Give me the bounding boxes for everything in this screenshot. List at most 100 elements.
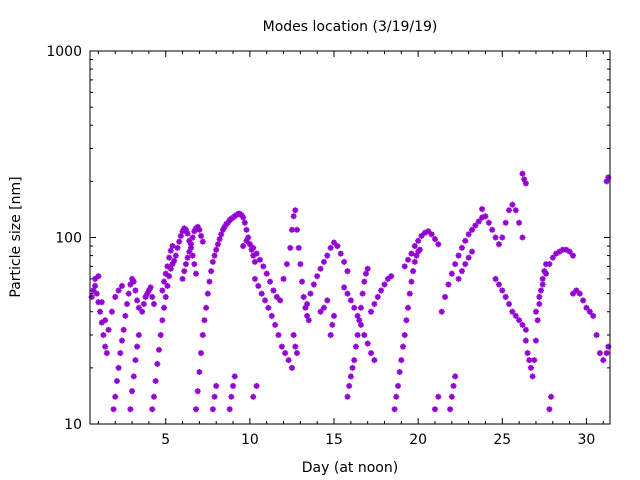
data-point xyxy=(287,244,294,251)
data-point xyxy=(231,373,238,380)
data-point xyxy=(213,382,220,389)
data-point xyxy=(425,228,432,235)
data-point xyxy=(182,261,189,268)
data-point xyxy=(208,268,215,275)
data-point xyxy=(95,273,102,280)
data-point xyxy=(293,350,300,357)
data-point xyxy=(438,308,445,315)
data-point xyxy=(145,287,152,294)
data-point xyxy=(198,350,205,357)
data-point xyxy=(600,357,607,364)
data-point xyxy=(162,293,169,300)
data-point xyxy=(590,312,597,319)
x-tick-label: 30 xyxy=(578,432,596,448)
data-point xyxy=(221,223,228,230)
data-point xyxy=(593,332,600,339)
data-point xyxy=(543,261,550,268)
data-point xyxy=(161,278,168,285)
data-point xyxy=(246,241,253,248)
data-point xyxy=(596,350,603,357)
data-point xyxy=(495,281,502,288)
data-point xyxy=(327,332,334,339)
x-tick-label: 10 xyxy=(241,432,259,448)
data-point xyxy=(204,290,211,297)
data-point xyxy=(295,244,302,251)
data-point xyxy=(209,406,216,413)
data-point xyxy=(361,332,368,339)
data-point xyxy=(140,300,147,307)
data-point xyxy=(569,252,576,259)
data-point xyxy=(381,281,388,288)
data-point xyxy=(118,337,125,344)
data-point xyxy=(154,360,161,367)
data-point xyxy=(169,243,176,250)
data-point xyxy=(549,254,556,261)
data-point xyxy=(280,275,287,282)
data-point xyxy=(519,170,526,177)
data-point xyxy=(134,297,141,304)
data-point xyxy=(292,207,299,214)
data-point xyxy=(98,319,105,326)
data-point xyxy=(162,270,169,277)
data-point xyxy=(603,178,610,185)
data-point xyxy=(117,350,124,357)
data-point xyxy=(472,222,479,229)
data-point xyxy=(189,252,196,259)
data-point xyxy=(288,226,295,233)
data-point xyxy=(536,300,543,307)
data-point xyxy=(132,287,139,294)
data-point xyxy=(368,308,375,315)
data-point xyxy=(184,254,191,261)
data-point xyxy=(209,258,216,265)
data-point xyxy=(524,350,531,357)
data-point xyxy=(139,308,146,315)
data-point xyxy=(410,268,417,275)
data-point xyxy=(302,304,309,311)
data-point xyxy=(605,174,612,181)
data-point xyxy=(408,250,415,257)
data-point xyxy=(573,287,580,294)
data-point xyxy=(283,261,290,268)
data-point xyxy=(177,232,184,239)
data-point xyxy=(90,287,97,294)
data-point xyxy=(250,252,257,259)
data-point xyxy=(462,261,469,268)
data-point xyxy=(347,373,354,380)
data-point xyxy=(277,297,284,304)
data-point xyxy=(351,304,358,311)
data-point xyxy=(290,332,297,339)
data-point xyxy=(120,326,127,333)
data-point xyxy=(108,308,115,315)
y-tick-label: 1000 xyxy=(46,44,82,60)
data-point xyxy=(300,293,307,300)
data-point xyxy=(465,231,472,238)
data-point xyxy=(509,201,516,208)
data-point xyxy=(88,293,95,300)
data-point xyxy=(179,275,186,282)
data-point xyxy=(435,393,442,400)
data-point xyxy=(344,290,351,297)
data-point xyxy=(445,281,452,288)
x-axis-label: Day (at noon) xyxy=(302,460,398,476)
x-tick-label: 25 xyxy=(493,432,511,448)
data-point xyxy=(161,304,168,311)
data-point xyxy=(539,281,546,288)
data-point xyxy=(189,234,196,241)
data-point xyxy=(519,321,526,328)
data-point xyxy=(357,321,364,328)
data-point xyxy=(135,332,142,339)
data-point xyxy=(447,406,454,413)
data-point xyxy=(337,250,344,257)
data-point xyxy=(201,317,208,324)
data-point xyxy=(492,275,499,282)
data-point xyxy=(489,226,496,233)
data-point xyxy=(516,317,523,324)
data-point xyxy=(285,357,292,364)
data-point xyxy=(135,304,142,311)
data-point xyxy=(509,308,516,315)
data-point xyxy=(253,382,260,389)
data-point xyxy=(346,382,353,389)
data-point xyxy=(149,406,156,413)
data-point xyxy=(543,270,550,277)
data-point xyxy=(362,270,369,277)
